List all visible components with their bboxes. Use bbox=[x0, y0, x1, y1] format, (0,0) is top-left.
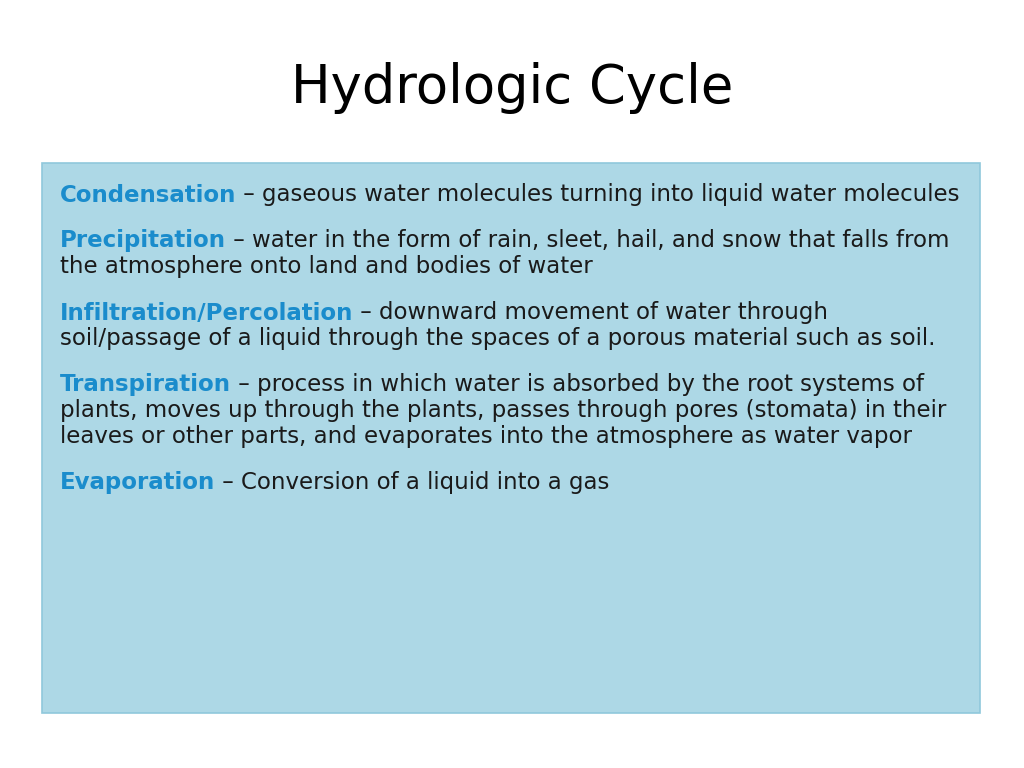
Text: soil/passage of a liquid through the spaces of a porous material such as soil.: soil/passage of a liquid through the spa… bbox=[60, 327, 936, 350]
Text: plants, moves up through the plants, passes through pores (stomata) in their: plants, moves up through the plants, pas… bbox=[60, 399, 946, 422]
Text: Transpiration: Transpiration bbox=[60, 373, 231, 396]
Text: – Conversion of a liquid into a gas: – Conversion of a liquid into a gas bbox=[215, 472, 609, 495]
Text: – water in the form of rain, sleet, hail, and snow that falls from: – water in the form of rain, sleet, hail… bbox=[226, 230, 949, 253]
Text: – gaseous water molecules turning into liquid water molecules: – gaseous water molecules turning into l… bbox=[237, 184, 959, 207]
Text: leaves or other parts, and evaporates into the atmosphere as water vapor: leaves or other parts, and evaporates in… bbox=[60, 425, 912, 449]
Text: Hydrologic Cycle: Hydrologic Cycle bbox=[291, 62, 733, 114]
Text: Infiltration/Percolation: Infiltration/Percolation bbox=[60, 302, 353, 325]
FancyBboxPatch shape bbox=[42, 163, 980, 713]
Text: – downward movement of water through: – downward movement of water through bbox=[353, 302, 828, 325]
Text: Condensation: Condensation bbox=[60, 184, 237, 207]
Text: the atmosphere onto land and bodies of water: the atmosphere onto land and bodies of w… bbox=[60, 256, 593, 279]
Text: Evaporation: Evaporation bbox=[60, 472, 215, 495]
Text: Precipitation: Precipitation bbox=[60, 230, 226, 253]
Text: – process in which water is absorbed by the root systems of: – process in which water is absorbed by … bbox=[231, 373, 924, 396]
